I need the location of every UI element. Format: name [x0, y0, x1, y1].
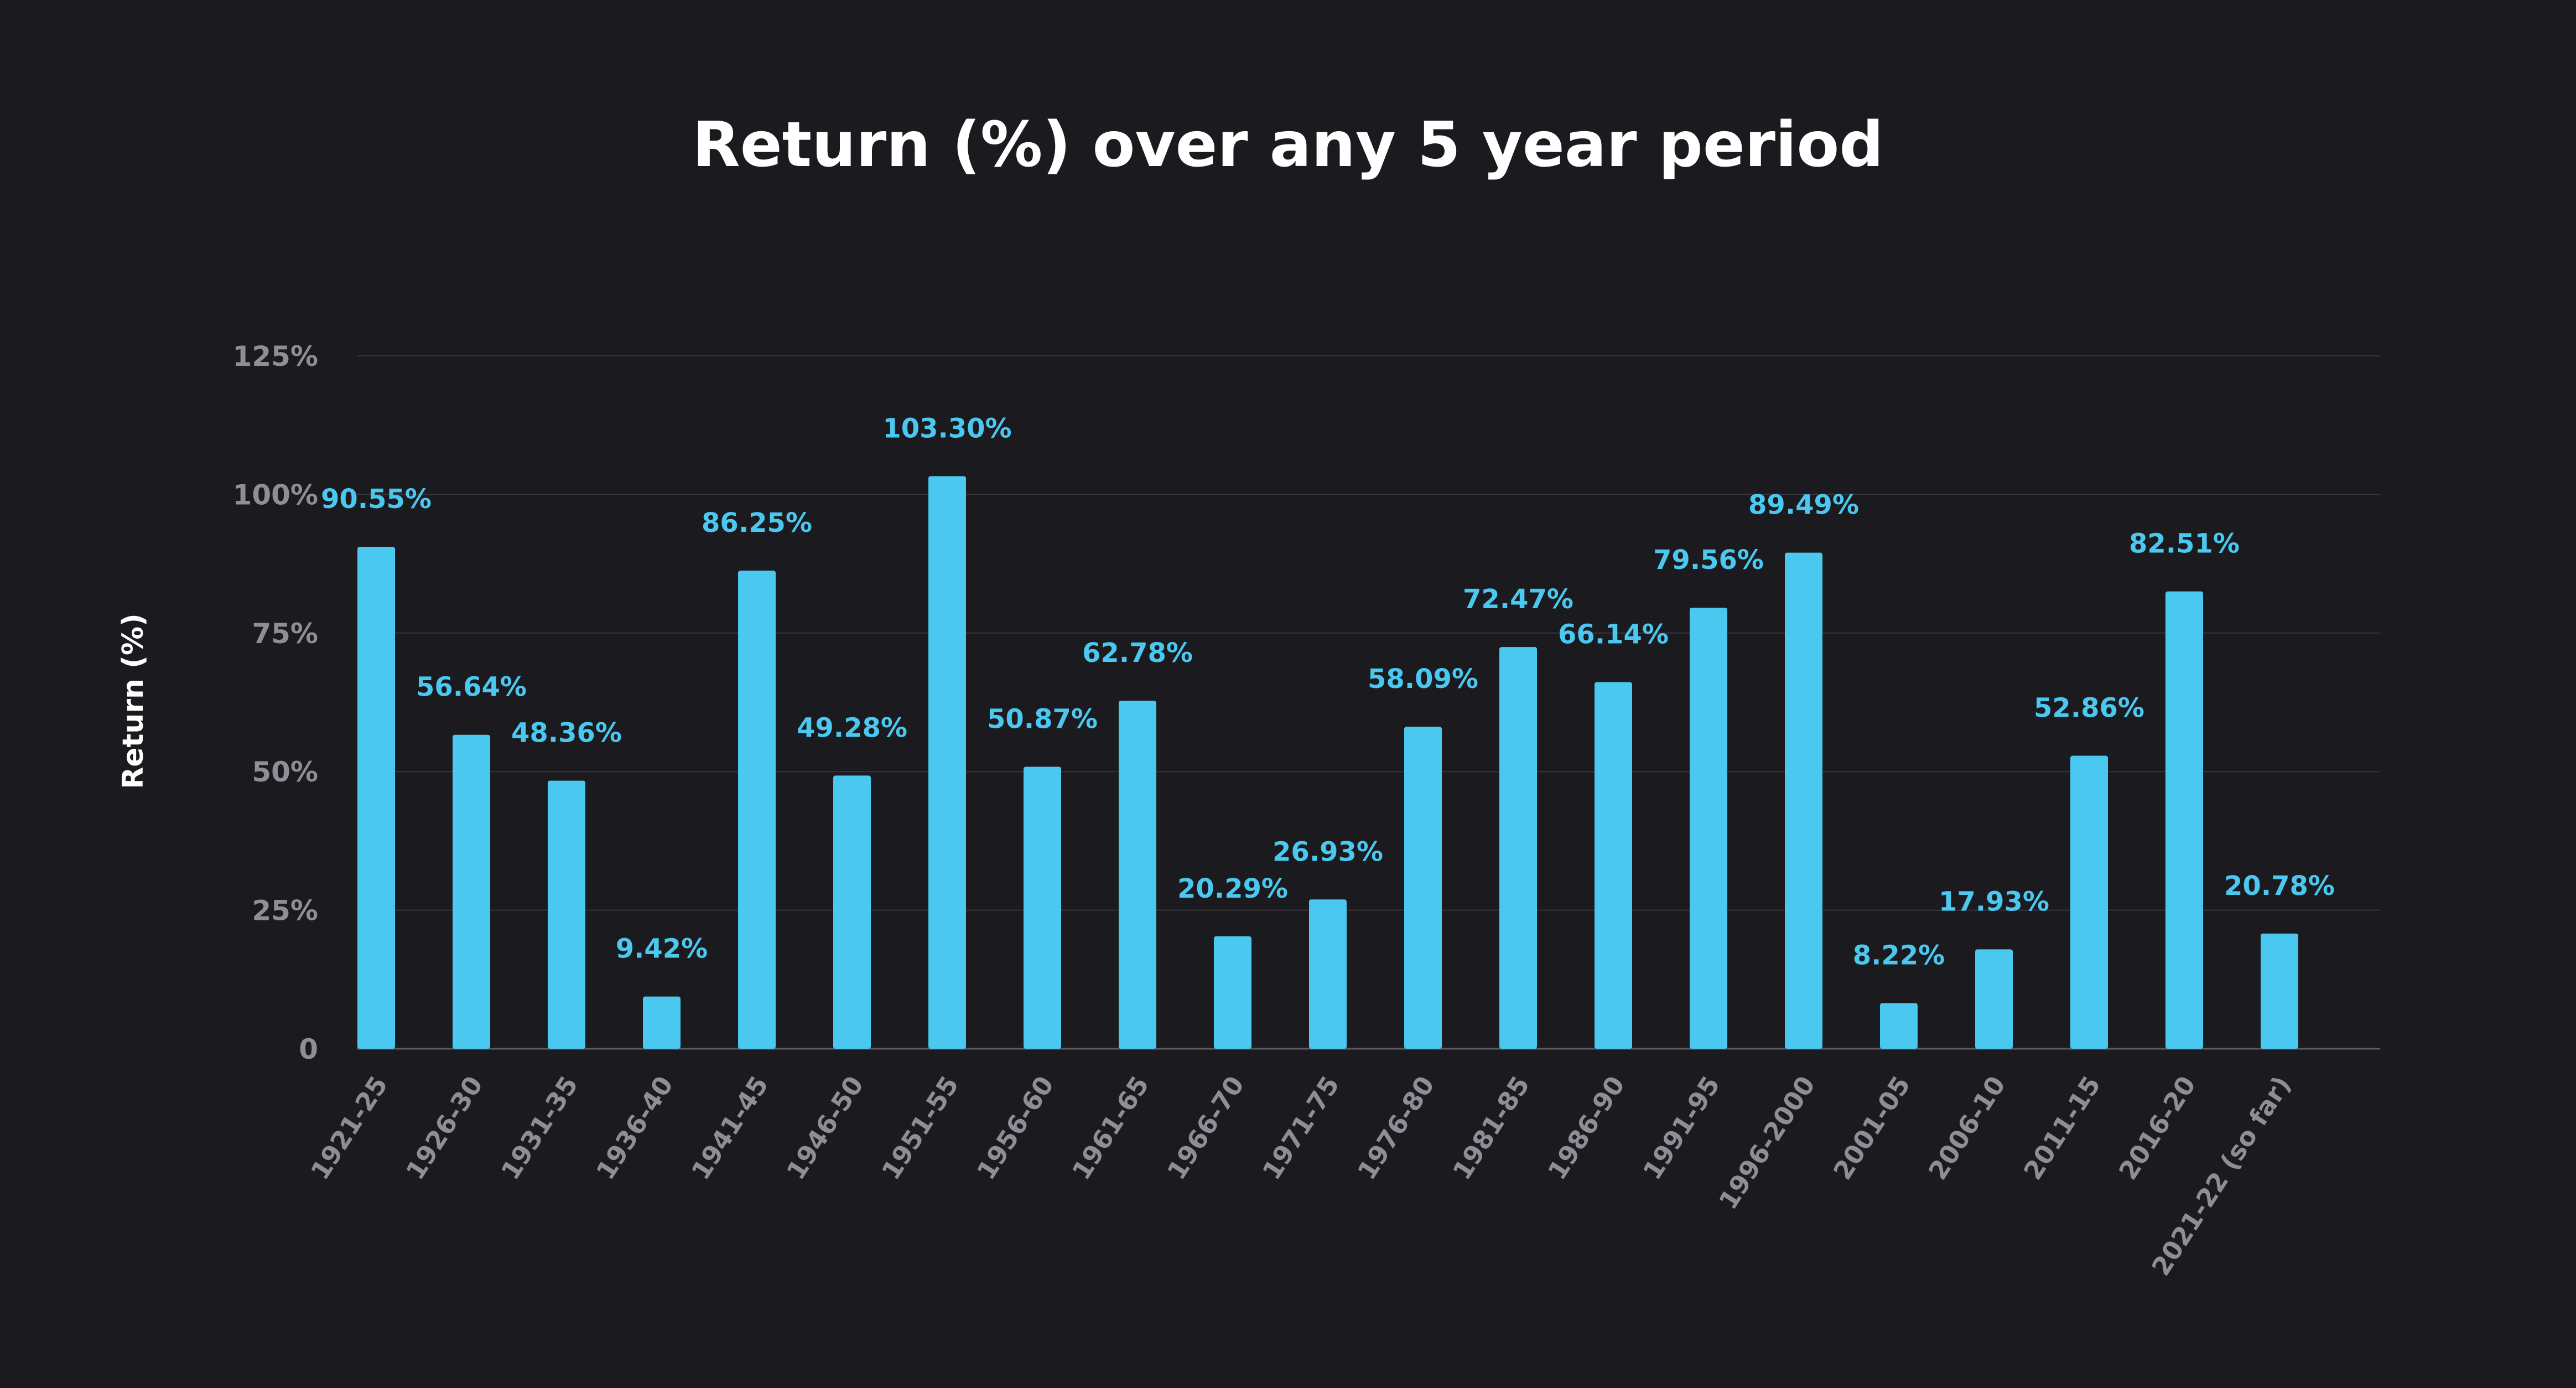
data-label: 89.49% [1748, 490, 1859, 521]
y-axis-label: Return (%) [117, 613, 150, 789]
data-label: 50.87% [987, 703, 1098, 734]
data-label: 72.47% [1463, 584, 1573, 615]
y-tick-label: 50% [252, 756, 318, 788]
data-label: 8.22% [1853, 940, 1945, 971]
data-label: 48.36% [511, 718, 622, 749]
x-tick-label: 2011-15 [2018, 1071, 2106, 1185]
x-tick-label: 1971-75 [1256, 1071, 1345, 1185]
bar [643, 996, 681, 1049]
data-label: 58.09% [1368, 664, 1478, 695]
bar [1214, 936, 1251, 1049]
bar [1499, 647, 1537, 1049]
data-label: 52.86% [2034, 693, 2144, 724]
x-tick-label: 1991-95 [1637, 1071, 1726, 1185]
x-tick-label: 2016-20 [2113, 1071, 2201, 1185]
y-axis-ticks: 0 25% 50% 75% 100% 125% [233, 340, 318, 1065]
bar [1975, 949, 2013, 1049]
bar [1119, 701, 1156, 1049]
data-label: 20.78% [2224, 871, 2335, 902]
bar [1880, 1003, 1918, 1049]
x-axis-ticks: 1921-25 1926-30 1931-35 1936-40 1941-45 1946-… [305, 1071, 2297, 1281]
x-tick-label: 1961-65 [1066, 1071, 1155, 1185]
bar [548, 780, 585, 1049]
data-label: 49.28% [797, 712, 907, 743]
x-tick-label: 1966-70 [1161, 1071, 1250, 1185]
chart-title: Return (%) over any 5 year period [692, 109, 1883, 181]
x-tick-label: 2001-05 [1827, 1071, 1916, 1185]
data-label: 79.56% [1653, 545, 1764, 576]
y-tick-label: 0 [299, 1033, 318, 1065]
x-tick-label: 1946-50 [781, 1071, 869, 1185]
y-tick-label: 125% [233, 340, 318, 372]
bar [2070, 755, 2108, 1049]
data-label: 66.14% [1558, 619, 1669, 650]
data-label: 9.42% [616, 934, 708, 965]
bar [738, 571, 776, 1049]
bar [2165, 591, 2203, 1049]
data-label: 20.29% [1177, 873, 1288, 904]
x-tick-label: 1996-2000 [1713, 1071, 1821, 1215]
x-tick-label: 1976-80 [1352, 1071, 1440, 1185]
x-tick-label: 1931-35 [495, 1071, 584, 1185]
data-label: 82.51% [2129, 529, 2240, 560]
x-tick-label: 1936-40 [590, 1071, 679, 1185]
x-tick-label: 1956-60 [971, 1071, 1060, 1185]
x-tick-label: 1926-30 [400, 1071, 489, 1185]
bar [1690, 608, 1727, 1049]
bar [928, 476, 966, 1049]
y-tick-label: 75% [252, 618, 318, 650]
bar [1785, 552, 1822, 1049]
bar [453, 734, 490, 1049]
x-tick-label: 2006-10 [1923, 1071, 2011, 1185]
data-label: 56.64% [416, 672, 527, 703]
x-tick-label: 1986-90 [1542, 1071, 1630, 1185]
x-tick-label: 1981-85 [1447, 1071, 1535, 1185]
bars [357, 476, 2298, 1049]
data-label: 62.78% [1082, 638, 1193, 669]
x-tick-label: 1921-25 [305, 1071, 393, 1185]
data-label: 86.25% [702, 507, 812, 538]
bar [1404, 727, 1442, 1049]
y-tick-label: 25% [252, 895, 318, 927]
gridlines [357, 355, 2380, 1050]
data-labels: 90.55% 56.64% 48.36% 9.42% 86.25% 49.28% 103.3… [321, 413, 2335, 971]
y-tick-label: 100% [233, 479, 318, 511]
bar [833, 775, 871, 1049]
bar [1309, 899, 1347, 1049]
bar [357, 547, 395, 1049]
data-label: 90.55% [321, 484, 432, 515]
data-label: 103.30% [882, 413, 1011, 444]
bar [2261, 933, 2298, 1049]
x-tick-label: 1941-45 [685, 1071, 774, 1185]
bar [1595, 682, 1632, 1049]
data-label: 26.93% [1273, 836, 1383, 867]
x-tick-label: 1951-55 [876, 1071, 964, 1185]
bar [1024, 766, 1061, 1049]
data-label: 17.93% [1939, 886, 2049, 917]
